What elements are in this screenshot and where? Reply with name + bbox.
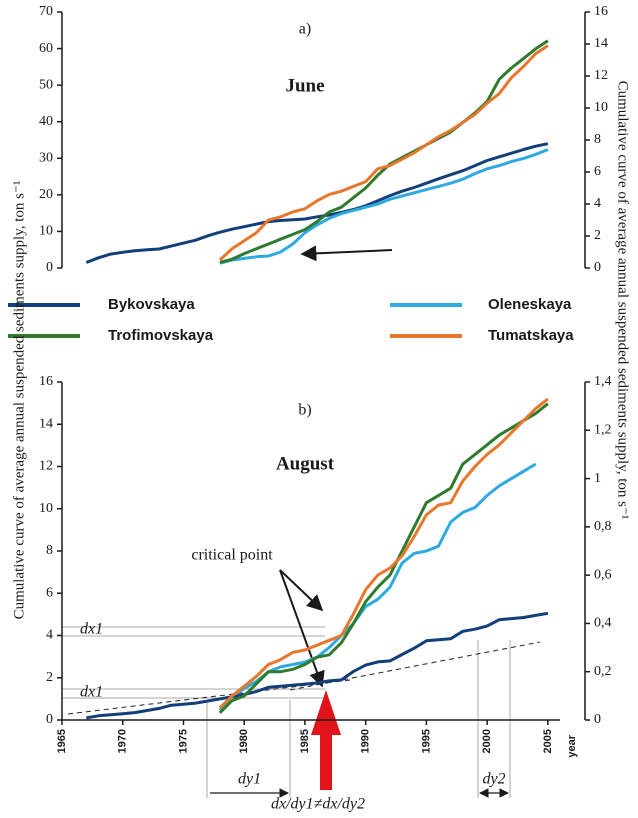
y-tick-label: 40 (39, 114, 53, 129)
annotation: dx1 (80, 621, 103, 638)
x-tick-label: 1965 (56, 729, 68, 753)
y2-tick-label: 0,8 (594, 519, 612, 534)
series-line (86, 611, 549, 720)
y2-tick-label: 1,4 (594, 374, 612, 389)
x-tick-label: 1975 (177, 729, 189, 753)
y2-tick-label: 1 (594, 471, 601, 486)
y2-tick-label: 12 (594, 68, 608, 83)
y-tick-label: 16 (39, 374, 53, 389)
y2-tick-label: 0 (594, 712, 601, 727)
series-line (218, 402, 549, 714)
guides (62, 626, 511, 798)
y-axis-title: Cumulative curve of average annual suspe… (11, 181, 27, 620)
y2-tick-label: 2 (594, 228, 601, 243)
y2-tick-label: 16 (594, 4, 608, 19)
annotation: dy1 (238, 771, 261, 788)
y2-tick-label: 4 (594, 196, 601, 211)
y-tick-label: 70 (39, 4, 53, 19)
series-line (219, 148, 549, 265)
y-tick-label: 4 (46, 628, 53, 643)
y2-tick-label: 10 (594, 100, 608, 115)
series-line (218, 44, 549, 262)
x-tick-label: 1985 (299, 729, 311, 753)
x-tick-label: 1980 (238, 729, 250, 753)
panel-title: August (276, 453, 335, 474)
series-line (219, 39, 549, 264)
x-tick-label: 2000 (481, 729, 493, 753)
y2-tick-label: 0 (594, 260, 601, 275)
axes (61, 12, 586, 721)
y2-tick-label: 14 (594, 36, 608, 51)
x-tick-label: 2005 (542, 729, 554, 753)
critical-arrow (311, 690, 341, 790)
y-tick-label: 20 (39, 187, 53, 202)
legend-label: Tumatskaya (488, 327, 574, 344)
x-tick-label: 1990 (360, 729, 372, 753)
y-tick-label: 14 (39, 416, 53, 431)
annotation: dx/dy1≠dx/dy2 (271, 796, 365, 813)
annotation: critical point (191, 547, 273, 564)
panel-label: b) (298, 402, 311, 419)
series-line (218, 462, 537, 712)
legend: Bykovskaya Oleneskaya Trofimovskaya Tuma… (8, 296, 574, 344)
y-tick-label: 6 (46, 585, 53, 600)
y2-tick-label: 0,6 (594, 567, 612, 582)
series-line (218, 397, 549, 709)
panel-label: a) (299, 21, 311, 38)
legend-label: Trofimovskaya (108, 327, 214, 344)
y-tick-label: 60 (39, 41, 53, 56)
x-tick-label: 1995 (420, 729, 432, 753)
annotation: dx1 (80, 684, 103, 701)
legend-label: Bykovskaya (108, 296, 195, 313)
y-tick-label: 8 (46, 543, 53, 558)
y-tick-label: 12 (39, 459, 53, 474)
y2-tick-label: 1,2 (594, 423, 612, 438)
x-tick-label: 1970 (117, 729, 129, 753)
y2-tick-label: 0,2 (594, 664, 612, 679)
y-tick-label: 50 (39, 77, 53, 92)
y-tick-label: 30 (39, 151, 53, 166)
y-tick-label: 0 (46, 712, 53, 727)
annotation: dy2 (482, 771, 505, 788)
legend-label: Oleneskaya (488, 296, 572, 313)
y2-tick-label: 8 (594, 132, 601, 147)
y2-tick-label: 0,4 (594, 616, 612, 631)
y-tick-label: 10 (39, 224, 53, 239)
y-tick-label: 0 (46, 260, 53, 275)
y-tick-label: 10 (39, 501, 53, 516)
panel-title: June (285, 75, 324, 96)
x-axis-title: year (566, 734, 578, 757)
plot: 0102030405060700246810121416024681012141… (39, 4, 612, 753)
trend-lines (67, 641, 541, 715)
arrows (210, 245, 509, 798)
y2-axis-title: Cumulative curve of average annual suspe… (615, 81, 631, 520)
y-tick-label: 2 (46, 670, 53, 685)
series-line (85, 142, 549, 264)
y2-tick-label: 6 (594, 164, 601, 179)
